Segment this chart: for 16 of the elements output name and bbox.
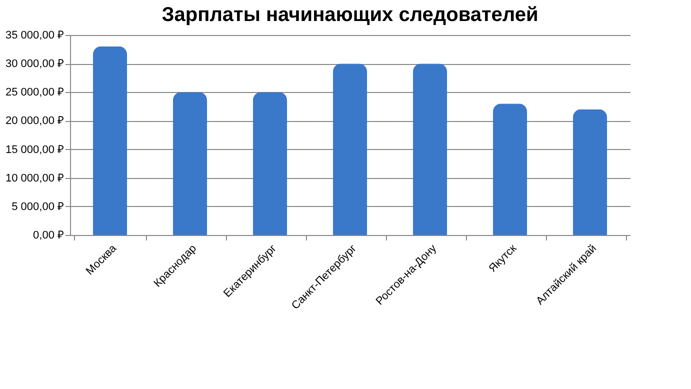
bar	[93, 46, 127, 235]
bar	[253, 92, 287, 235]
bar	[493, 104, 527, 235]
y-tick-label: 15 000,00 ₽	[6, 144, 64, 156]
y-tick-label: 10 000,00 ₽	[6, 172, 64, 184]
bar	[173, 92, 207, 235]
bar	[413, 64, 447, 235]
bar	[333, 64, 367, 235]
y-tick-label: 35 000,00 ₽	[6, 30, 64, 42]
bar	[573, 109, 607, 235]
y-tick-label: 20 000,00 ₽	[6, 115, 64, 128]
y-tick-label: 30 000,00 ₽	[6, 58, 64, 70]
y-tick-label: 25 000,00 ₽	[6, 86, 64, 99]
chart-title: Зарплаты начинающих следователей	[162, 4, 538, 26]
y-tick-label: 0,00 ₽	[33, 230, 64, 242]
y-tick-label: 5 000,00 ₽	[12, 200, 64, 213]
